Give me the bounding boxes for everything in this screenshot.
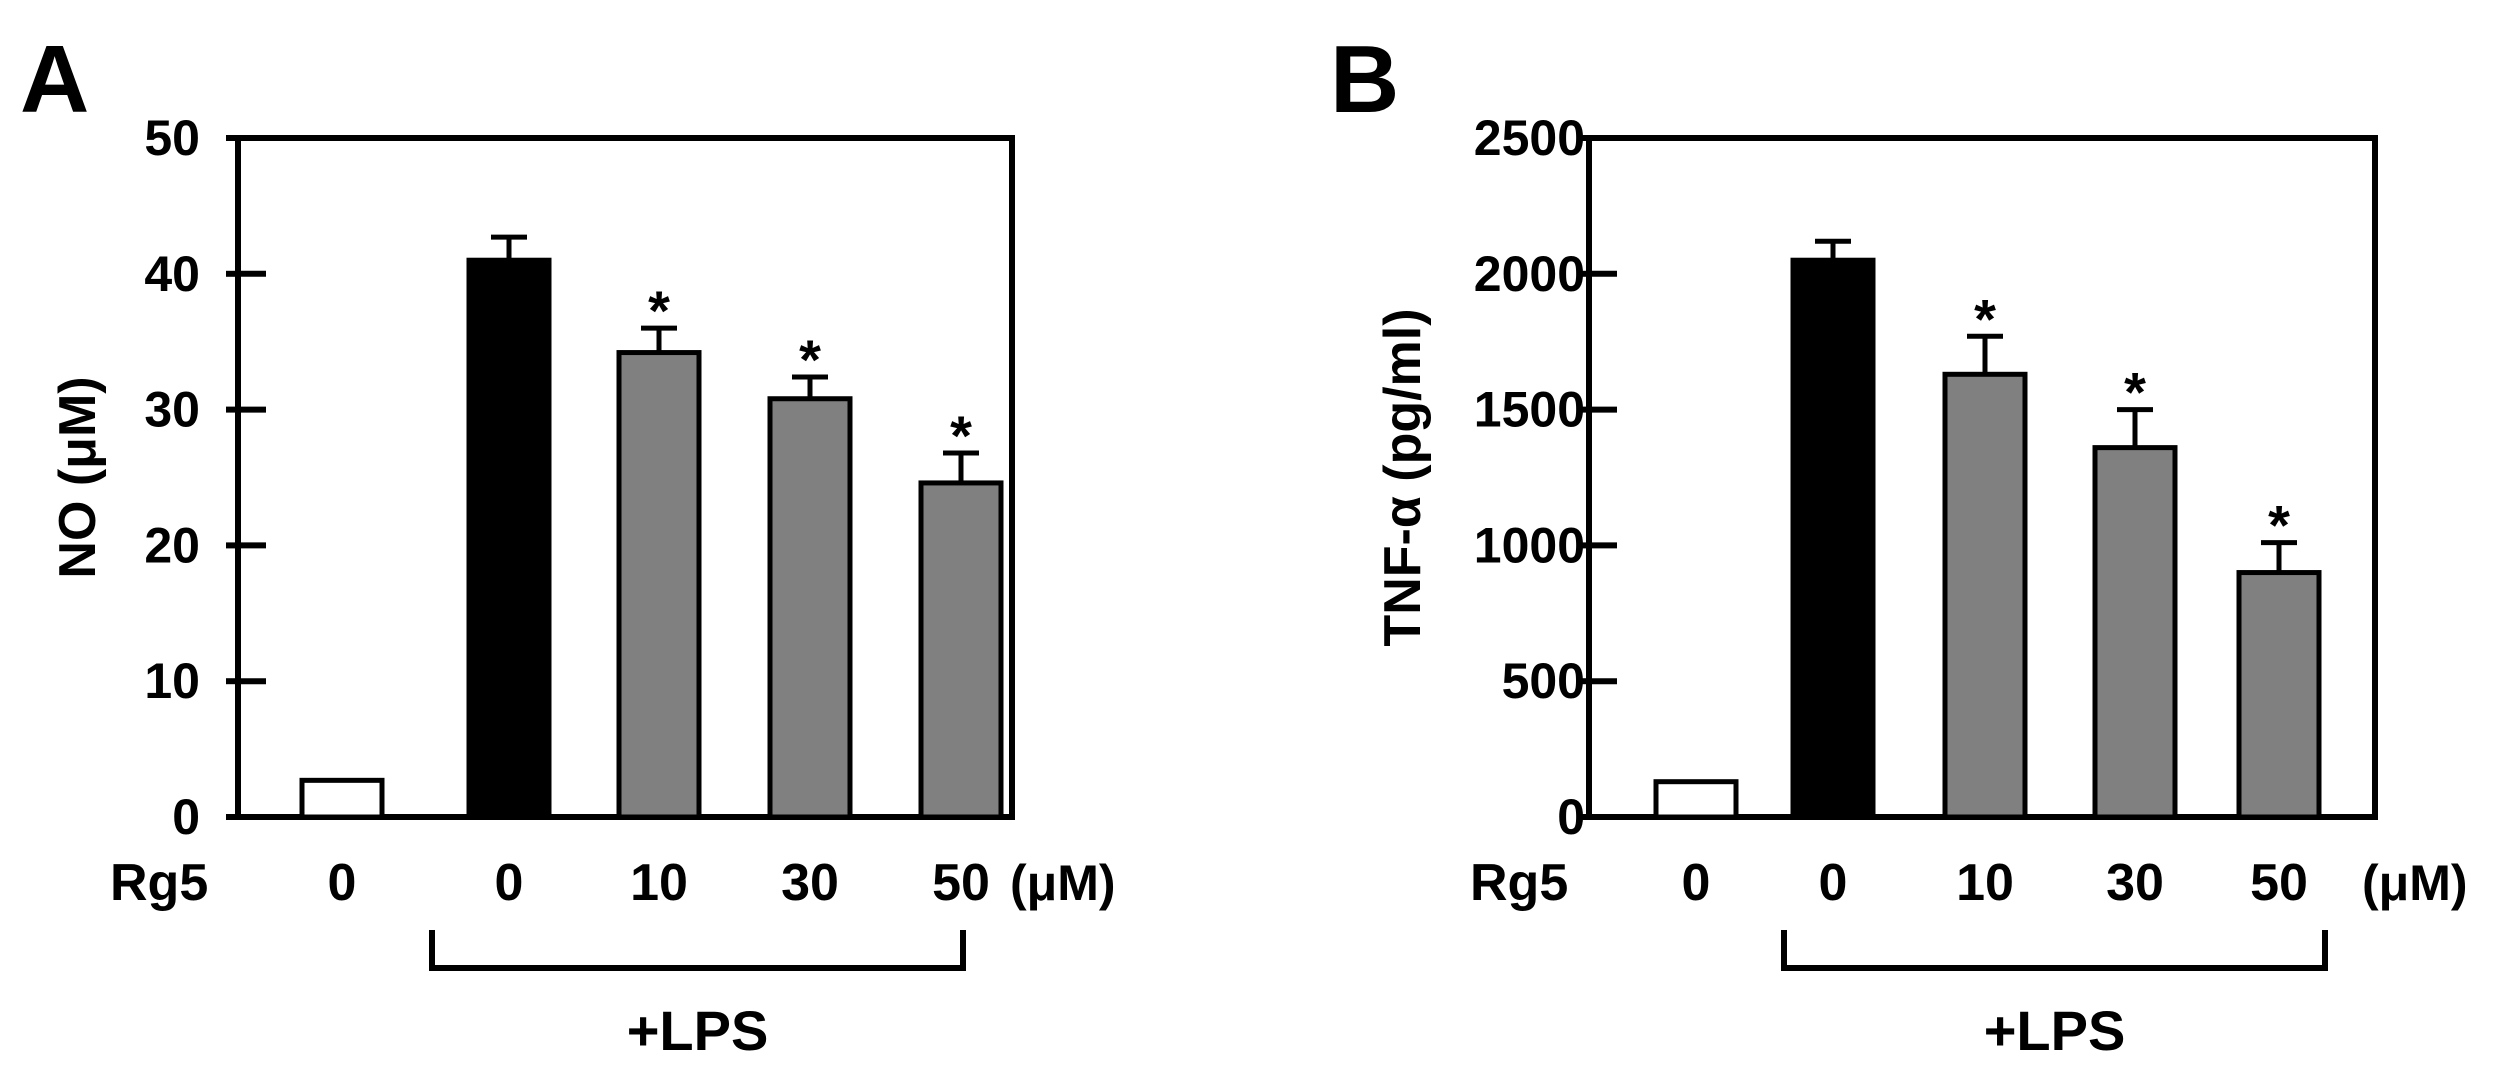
group-bracket (1781, 930, 2328, 971)
significance-marker: * (2268, 494, 2290, 557)
x-category-label: 50 (2250, 854, 2308, 912)
x-category-label: 30 (781, 854, 839, 912)
y-tick-label: 0 (172, 789, 200, 845)
significance-marker: * (648, 279, 670, 342)
bar (2092, 445, 2178, 820)
significance-marker: * (950, 404, 972, 467)
x-category-label: 30 (2106, 854, 2164, 912)
panel-a: A 0 10 20 30 40 50 NO (μM) 0 0 * 10 * 30 * 50 Rg5 (μM) +LP… (20, 26, 1116, 1062)
bar (1942, 371, 2028, 820)
panel-b: B 0 500 1000 1500 2000 2500 TNF-α (pg/ml) 0 0 * 10 *… (1330, 26, 2468, 1062)
y-axis-title: NO (μM) (49, 376, 107, 578)
x-category-label: 0 (328, 854, 357, 912)
y-tick-label: 20 (144, 517, 200, 573)
y-tick-label: 2500 (1474, 110, 1585, 166)
bar (466, 257, 552, 820)
y-tick-label: 1000 (1474, 517, 1585, 573)
bar (299, 777, 385, 820)
y-tick-label: 30 (144, 382, 200, 438)
bar (2236, 570, 2322, 820)
y-tick-label: 40 (144, 246, 200, 302)
group-bracket (429, 930, 966, 971)
significance-marker: * (1974, 287, 1996, 350)
bar (767, 396, 853, 820)
group-label: +LPS (1984, 999, 2126, 1062)
y-axis-title: TNF-α (pg/ml) (1374, 308, 1432, 646)
y-tick-label: 500 (1502, 653, 1585, 709)
x-category-label: 50 (932, 854, 990, 912)
x-category-label: 0 (495, 854, 524, 912)
bar (1790, 257, 1876, 820)
bar (918, 480, 1004, 820)
bar (616, 350, 702, 820)
row-label: Rg5 (110, 854, 208, 912)
panel-letter: B (1330, 26, 1399, 133)
significance-marker: * (799, 328, 821, 391)
y-tick-label: 1500 (1474, 382, 1585, 438)
panel-letter: A (20, 26, 89, 133)
significance-marker: * (2124, 361, 2146, 424)
unit-label: (μM) (1010, 855, 1116, 911)
x-category-label: 0 (1819, 854, 1848, 912)
bar (1653, 779, 1739, 820)
x-category-label: 0 (1682, 854, 1711, 912)
y-tick-label: 50 (144, 110, 200, 166)
unit-label: (μM) (2362, 855, 2468, 911)
y-tick-label: 0 (1557, 789, 1585, 845)
x-category-label: 10 (630, 854, 688, 912)
y-tick-label: 10 (144, 653, 200, 709)
y-tick-label: 2000 (1474, 246, 1585, 302)
row-label: Rg5 (1470, 854, 1568, 912)
x-category-label: 10 (1956, 854, 2014, 912)
group-label: +LPS (627, 999, 769, 1062)
